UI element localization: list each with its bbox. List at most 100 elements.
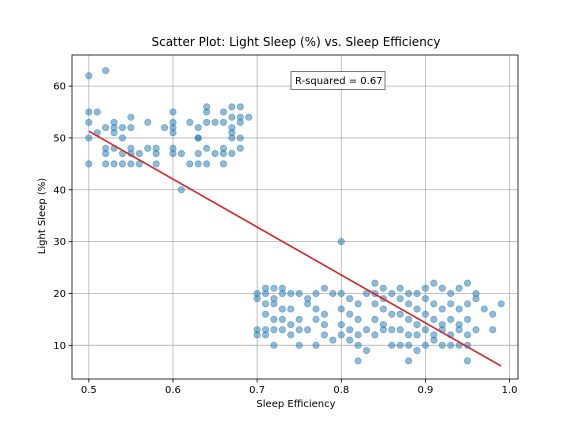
data-point xyxy=(236,134,244,142)
data-point xyxy=(464,279,472,287)
data-point xyxy=(312,315,320,323)
x-tick-label: 0.5 xyxy=(81,385,97,396)
annotation-box xyxy=(290,71,386,90)
data-point xyxy=(405,315,413,323)
data-point xyxy=(85,108,93,116)
data-point xyxy=(102,124,110,132)
y-tick-label: 60 xyxy=(53,82,66,93)
data-point xyxy=(169,149,177,157)
data-point xyxy=(354,315,362,323)
data-point xyxy=(270,300,278,308)
data-point xyxy=(337,321,345,329)
data-point xyxy=(413,331,421,339)
data-point xyxy=(354,331,362,339)
data-point xyxy=(464,300,472,308)
data-point xyxy=(337,331,345,339)
data-point xyxy=(464,357,472,365)
data-point xyxy=(320,310,328,318)
data-point xyxy=(430,315,438,323)
chart-title: Scatter Plot: Light Sleep (%) vs. Sleep … xyxy=(151,35,440,49)
y-tick-label: 50 xyxy=(53,133,66,144)
data-point xyxy=(219,149,227,157)
data-point xyxy=(85,72,93,80)
data-point xyxy=(421,284,429,292)
data-point xyxy=(194,149,202,157)
data-point xyxy=(295,289,303,297)
data-point xyxy=(135,149,143,157)
data-point xyxy=(203,103,211,111)
data-point xyxy=(287,305,295,313)
grid xyxy=(72,55,518,379)
data-point xyxy=(144,144,152,152)
data-point xyxy=(480,305,488,313)
data-point xyxy=(85,118,93,126)
annotation-text: R-squared = 0.67 xyxy=(295,76,383,87)
data-point xyxy=(346,310,354,318)
data-point xyxy=(219,108,227,116)
data-points xyxy=(85,67,505,365)
data-point xyxy=(194,160,202,168)
data-point xyxy=(118,124,126,132)
data-point xyxy=(421,326,429,334)
data-point xyxy=(363,346,371,354)
data-point xyxy=(489,310,497,318)
data-point xyxy=(388,341,396,349)
data-point xyxy=(228,149,236,157)
data-point xyxy=(447,300,455,308)
data-point xyxy=(228,103,236,111)
data-point xyxy=(388,310,396,318)
data-point xyxy=(203,160,211,168)
data-point xyxy=(388,289,396,297)
data-point xyxy=(455,284,463,292)
data-point xyxy=(371,331,379,339)
data-point xyxy=(85,134,93,142)
data-point xyxy=(102,149,110,157)
data-point xyxy=(438,341,446,349)
data-point xyxy=(287,331,295,339)
x-tick-label: 0.7 xyxy=(249,385,265,396)
data-point xyxy=(253,295,261,303)
data-point xyxy=(312,289,320,297)
data-point xyxy=(236,144,244,152)
data-point xyxy=(371,315,379,323)
x-axis-ticks: 0.5 0.6 0.7 0.8 0.9 1.0 xyxy=(81,379,518,396)
data-point xyxy=(497,300,505,308)
data-point xyxy=(152,149,160,157)
data-point xyxy=(354,300,362,308)
data-point xyxy=(102,67,110,75)
data-point xyxy=(219,160,227,168)
data-point xyxy=(430,336,438,344)
data-point xyxy=(287,289,295,297)
data-point xyxy=(144,118,152,126)
data-point xyxy=(371,300,379,308)
data-point xyxy=(236,118,244,126)
data-point xyxy=(421,295,429,303)
data-point xyxy=(405,300,413,308)
data-point xyxy=(186,118,194,126)
data-point xyxy=(363,326,371,334)
data-point xyxy=(413,289,421,297)
data-point xyxy=(270,315,278,323)
data-point xyxy=(421,341,429,349)
data-point xyxy=(337,289,345,297)
regression-line xyxy=(88,130,502,367)
data-point xyxy=(228,134,236,142)
y-axis-ticks: 10 20 30 40 50 60 xyxy=(53,82,72,352)
data-point xyxy=(396,295,404,303)
data-point xyxy=(329,289,337,297)
data-point xyxy=(405,357,413,365)
data-point xyxy=(295,341,303,349)
data-point xyxy=(177,186,185,194)
data-point xyxy=(354,357,362,365)
data-point xyxy=(262,331,270,339)
data-point xyxy=(472,289,480,297)
data-point xyxy=(346,295,354,303)
data-point xyxy=(464,315,472,323)
data-point xyxy=(110,129,118,137)
data-point xyxy=(304,295,312,303)
data-point xyxy=(405,341,413,349)
data-point xyxy=(118,160,126,168)
data-point xyxy=(455,326,463,334)
